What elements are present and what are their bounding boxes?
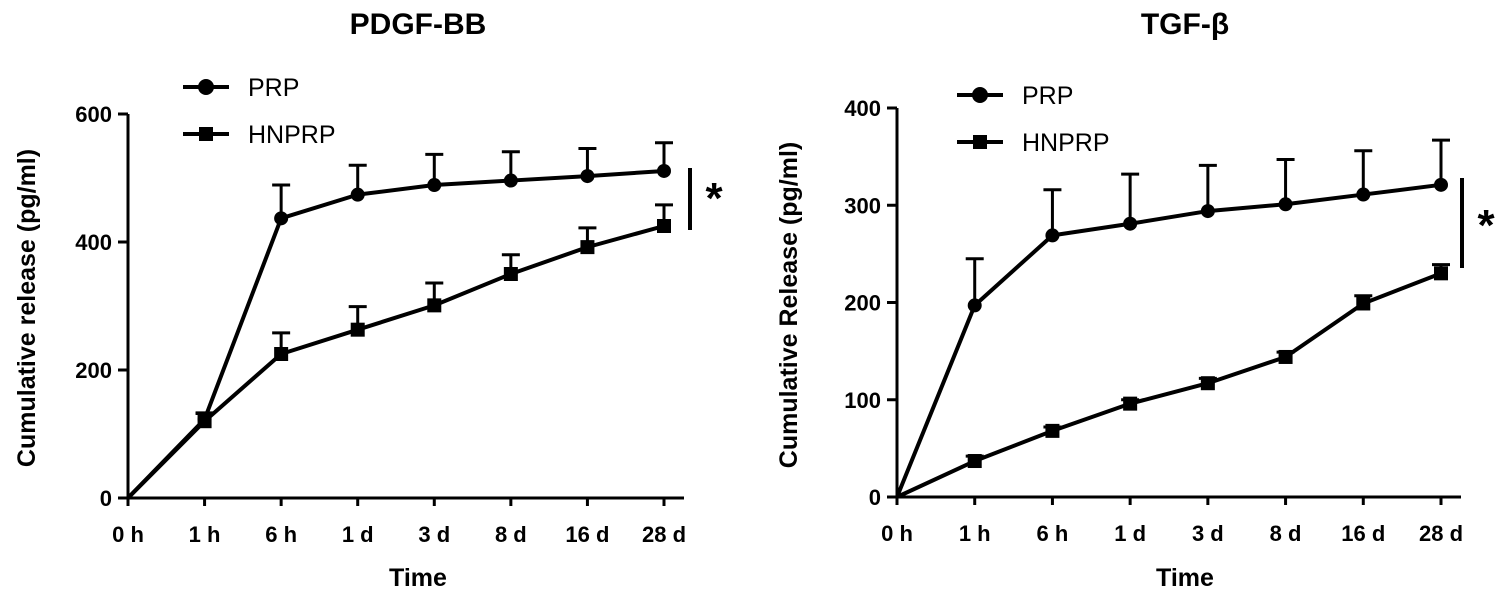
series-line <box>896 271 1442 499</box>
data-point <box>1434 266 1448 281</box>
x-tick-label: 0 h <box>112 522 144 547</box>
data-point <box>427 298 442 313</box>
legend-marker <box>972 87 988 103</box>
y-tick-label: 400 <box>75 230 112 255</box>
y-axis-title: Cumulative release (pg/ml) <box>13 149 41 467</box>
y-tick-label: 200 <box>75 358 112 383</box>
x-tick-label: 3 d <box>1192 521 1224 546</box>
x-tick-label: 28 d <box>1419 521 1463 546</box>
chart-title: TGF-β <box>1141 8 1229 41</box>
series-hnprp <box>896 263 1450 499</box>
data-point <box>1045 228 1060 243</box>
significance-star: * <box>1477 201 1495 250</box>
data-point <box>1356 187 1371 202</box>
x-tick-label: 1 h <box>189 522 221 547</box>
x-tick-label: 28 d <box>642 522 686 547</box>
series-prp <box>126 141 673 500</box>
chart-title: PDGF-BB <box>350 8 487 41</box>
data-point <box>1356 296 1371 311</box>
y-tick-label: 100 <box>844 388 881 413</box>
legend-marker <box>199 127 213 141</box>
data-point <box>1200 204 1215 219</box>
data-point <box>657 163 671 178</box>
legend-entry-hnprp: HNPRP <box>183 121 336 149</box>
data-point <box>580 169 595 184</box>
series-prp <box>895 138 1450 498</box>
series-line <box>895 182 1442 498</box>
data-point <box>274 211 289 226</box>
data-point <box>1123 216 1138 231</box>
y-tick-label: 400 <box>844 96 881 121</box>
chart-pdgf-bb: PDGF-BB Time Cumulative release (pg/ml) … <box>13 8 723 592</box>
data-point <box>503 173 518 188</box>
chart-tgf-beta: TGF-β Time Cumulative Release (pg/ml) 0 1… <box>775 8 1495 592</box>
y-tick-label: 300 <box>844 193 881 218</box>
data-point <box>657 219 671 233</box>
data-point <box>503 267 518 281</box>
legend-marker <box>973 135 987 149</box>
data-point <box>1278 197 1293 212</box>
series-line <box>126 224 665 500</box>
legend-label: HNPRP <box>1022 129 1110 157</box>
x-tick-label: 1 d <box>1114 521 1146 546</box>
data-point <box>1123 396 1138 411</box>
data-point <box>967 454 982 469</box>
data-point <box>197 414 212 429</box>
legend-entry-prp: PRP <box>183 74 299 102</box>
y-tick-label: 600 <box>75 102 112 127</box>
y-axis-title: Cumulative Release (pg/ml) <box>775 142 803 468</box>
x-tick-label: 6 h <box>1037 521 1069 546</box>
y-tick-label: 0 <box>869 485 881 510</box>
series-hnprp <box>126 203 673 500</box>
x-tick-label: 16 d <box>565 522 609 547</box>
data-point <box>580 240 595 255</box>
data-point <box>1200 376 1215 391</box>
y-tick-label: 200 <box>844 291 881 316</box>
series-line <box>126 168 665 500</box>
data-point <box>350 322 365 337</box>
data-point <box>1045 423 1060 438</box>
x-tick-label: 0 h <box>881 521 913 546</box>
x-tick-label: 3 d <box>418 522 450 547</box>
x-tick-label: 8 d <box>495 522 527 547</box>
legend-label: HNPRP <box>248 121 336 149</box>
significance-star: * <box>705 174 723 223</box>
x-tick-label: 6 h <box>265 522 297 547</box>
x-tick-label: 1 d <box>342 522 374 547</box>
legend-label: PRP <box>1022 82 1073 110</box>
y-tick-label: 0 <box>100 486 112 511</box>
data-point <box>1278 349 1293 364</box>
legend-entry-hnprp: HNPRP <box>957 129 1110 157</box>
data-point <box>350 187 365 202</box>
data-point <box>1434 177 1448 192</box>
x-tick-label: 16 d <box>1341 521 1385 546</box>
x-tick-label: 8 d <box>1270 521 1302 546</box>
legend-marker <box>198 79 214 95</box>
legend-entry-prp: PRP <box>957 82 1073 110</box>
data-point <box>427 178 442 193</box>
x-tick-label: 1 h <box>959 521 991 546</box>
legend-label: PRP <box>248 74 299 102</box>
data-point <box>274 347 289 361</box>
x-axis-title: Time <box>1156 564 1214 592</box>
data-point <box>967 298 982 313</box>
x-axis-title: Time <box>389 564 447 592</box>
